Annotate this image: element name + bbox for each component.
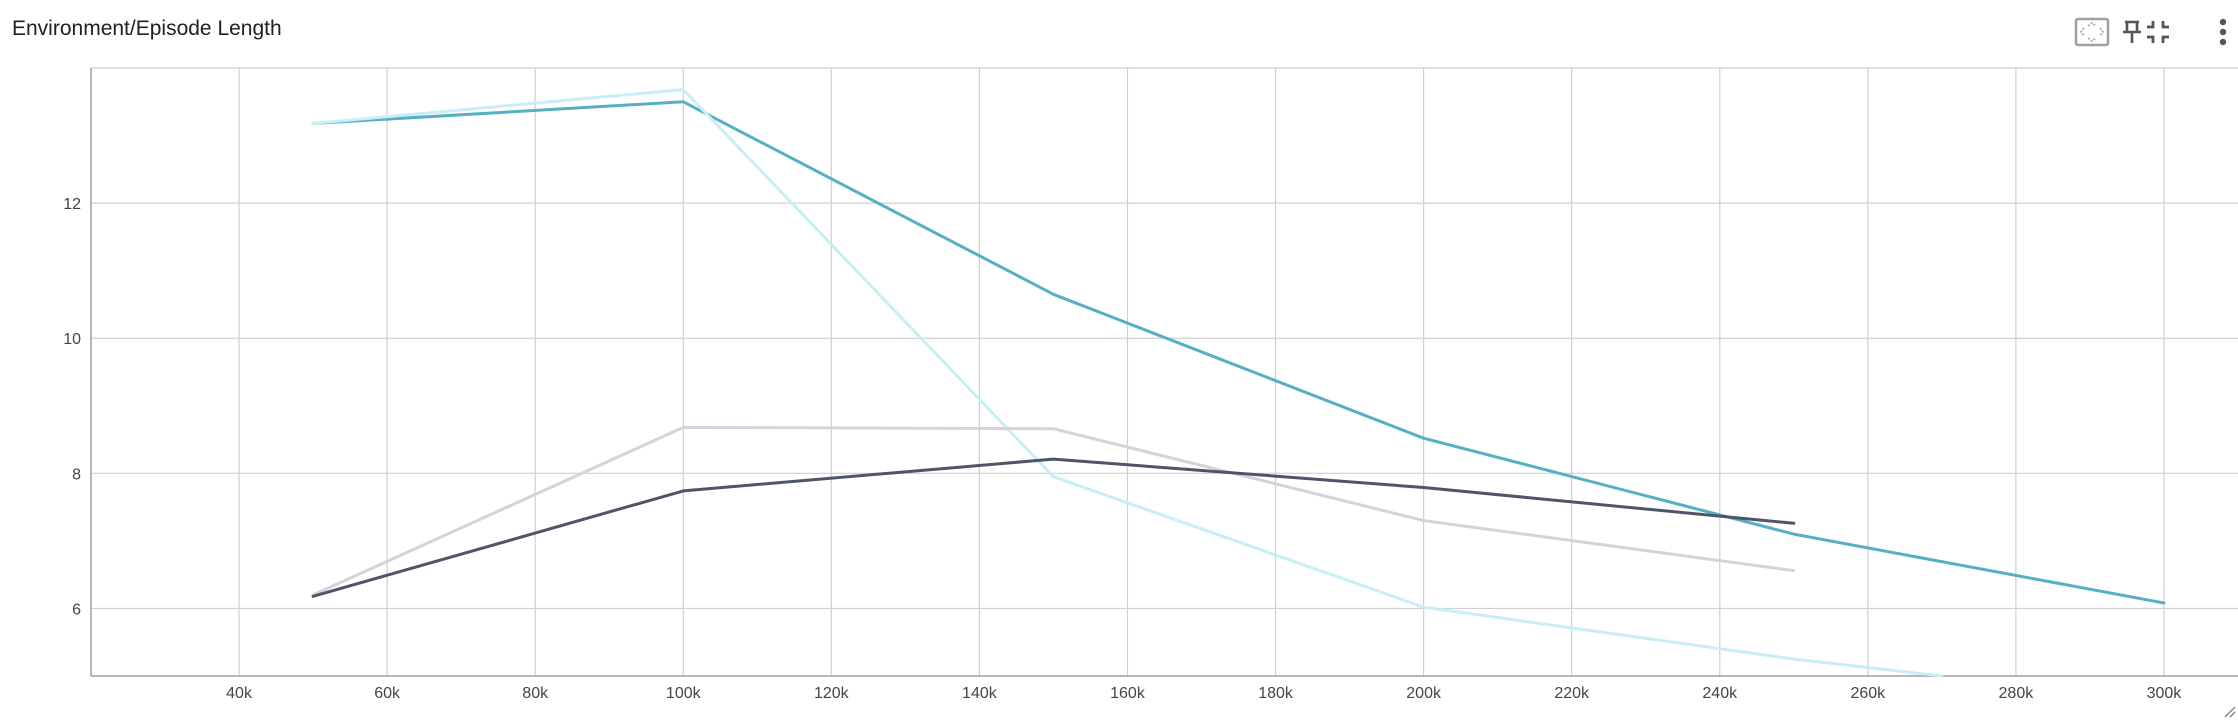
- series-line-3: [311, 425, 1796, 597]
- y-tick-label: 8: [72, 466, 81, 483]
- x-tick-label: 260k: [1850, 685, 1886, 702]
- pin-button[interactable]: [2110, 12, 2154, 52]
- x-tick-label: 80k: [522, 685, 549, 702]
- x-tick-label: 300k: [2147, 685, 2183, 702]
- series-line-4: [311, 457, 1796, 598]
- x-tick-label: 220k: [1554, 685, 1590, 702]
- y-tick-label: 12: [63, 196, 81, 213]
- x-tick-label: 280k: [1999, 685, 2035, 702]
- x-tick-label: 40k: [226, 685, 253, 702]
- x-tick-label: 120k: [814, 685, 850, 702]
- chart-title: Environment/Episode Length: [12, 17, 282, 40]
- x-tick-label: 160k: [1110, 685, 1146, 702]
- y-tick-label: 10: [63, 331, 81, 348]
- series-line-1: [311, 100, 2166, 605]
- series-line-2: [311, 88, 1944, 678]
- x-tick-label: 200k: [1406, 685, 1442, 702]
- resize-handle-icon[interactable]: [2220, 702, 2236, 718]
- y-tick-label: 6: [72, 601, 81, 618]
- collapse-icon: [2147, 21, 2169, 43]
- collapse-button[interactable]: [2136, 12, 2180, 52]
- x-tick-label: 180k: [1258, 685, 1294, 702]
- x-tick-label: 140k: [962, 685, 998, 702]
- x-tick-label: 60k: [374, 685, 401, 702]
- pin-icon: [2123, 20, 2141, 43]
- more-vert-icon: [2219, 18, 2227, 46]
- x-tick-label: 240k: [1702, 685, 1738, 702]
- fit-domain-icon: [2074, 17, 2110, 47]
- x-tick-label: 100k: [666, 685, 702, 702]
- more-options-button[interactable]: [2208, 12, 2238, 52]
- fit-domain-button[interactable]: [2070, 12, 2114, 52]
